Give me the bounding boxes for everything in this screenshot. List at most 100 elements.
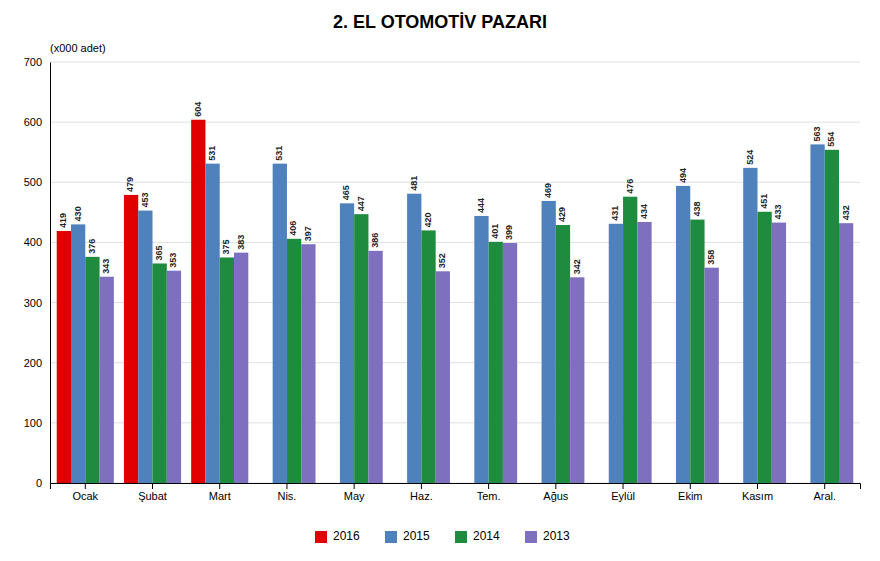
legend-swatch bbox=[525, 531, 537, 543]
bar bbox=[354, 214, 368, 483]
data-label: 444 bbox=[476, 198, 486, 213]
data-label: 554 bbox=[826, 132, 836, 147]
tick-mark bbox=[219, 483, 220, 489]
bar bbox=[71, 224, 85, 483]
bar bbox=[340, 203, 354, 483]
tick: 400 bbox=[24, 236, 50, 248]
bar bbox=[556, 225, 570, 483]
bar bbox=[810, 144, 824, 483]
data-label: 469 bbox=[543, 183, 553, 198]
bar bbox=[503, 243, 517, 483]
tick: May bbox=[344, 483, 365, 502]
legend-label: 2014 bbox=[473, 529, 500, 543]
chart: 0100200300400500600700OcakŞubatMartNis.M… bbox=[0, 0, 880, 561]
tick-mark bbox=[85, 483, 86, 489]
data-label: 406 bbox=[288, 221, 298, 236]
data-label: 353 bbox=[168, 253, 178, 268]
bar bbox=[301, 244, 315, 483]
data-label: 342 bbox=[572, 259, 582, 274]
tick-mark bbox=[623, 483, 624, 489]
data-labels: 4194796044304535315314654814444694314945… bbox=[58, 102, 850, 275]
bar bbox=[153, 263, 167, 483]
tick-label: Tem. bbox=[477, 490, 501, 502]
data-label: 433 bbox=[773, 205, 783, 220]
data-label: 479 bbox=[125, 177, 135, 192]
data-label: 397 bbox=[303, 226, 313, 241]
tick-mark bbox=[555, 483, 556, 489]
data-label: 465 bbox=[341, 185, 351, 200]
y-label: (x000 adet) bbox=[50, 42, 106, 54]
tick: 600 bbox=[24, 116, 50, 128]
tick-label: Mart bbox=[209, 490, 231, 502]
tick-label: 300 bbox=[24, 297, 42, 309]
tick-mark bbox=[421, 483, 422, 489]
data-label: 494 bbox=[678, 168, 688, 183]
tick: Şubat bbox=[138, 483, 167, 502]
tick-mark bbox=[286, 483, 287, 489]
tick: 0 bbox=[36, 477, 50, 489]
tick: Kasım bbox=[742, 483, 773, 502]
bar bbox=[273, 164, 287, 483]
legend: 2016201520142013 bbox=[315, 529, 570, 543]
tick-label: Şubat bbox=[138, 490, 167, 502]
tick: 300 bbox=[24, 297, 50, 309]
title: 2. EL OTOMOTİV PAZARI bbox=[333, 12, 547, 32]
bar bbox=[85, 257, 99, 483]
tick-label: 700 bbox=[24, 56, 42, 68]
data-label: 447 bbox=[356, 196, 366, 211]
tick-mark bbox=[354, 483, 355, 489]
data-label: 365 bbox=[154, 245, 164, 260]
tick: 500 bbox=[24, 176, 50, 188]
tick: 100 bbox=[24, 417, 50, 429]
legend-item: 2014 bbox=[455, 529, 500, 543]
tick: Aral. bbox=[813, 483, 836, 502]
axis-line bbox=[50, 63, 51, 484]
y-axis: 0 100 200 300 400 500 600 700 bbox=[24, 56, 51, 489]
data-label: 401 bbox=[490, 224, 500, 239]
bar bbox=[609, 224, 623, 483]
data-label: 438 bbox=[692, 202, 702, 217]
legend-swatch bbox=[385, 531, 397, 543]
x-axis: OcakŞubatMartNis.MayHaz.Tem.AğusEylülEki… bbox=[51, 483, 861, 502]
tick: 200 bbox=[24, 357, 50, 369]
grid-line bbox=[50, 242, 860, 243]
bar bbox=[287, 239, 301, 483]
tick-label: Ekim bbox=[678, 490, 702, 502]
data-label: 429 bbox=[557, 207, 567, 222]
bar bbox=[542, 201, 556, 483]
bar bbox=[407, 194, 421, 483]
tick-label: 500 bbox=[24, 176, 42, 188]
tick: Ağus bbox=[543, 483, 569, 502]
data-label: 453 bbox=[140, 193, 150, 208]
bar bbox=[57, 231, 71, 483]
data-label: 399 bbox=[504, 225, 514, 240]
data-label: 430 bbox=[73, 206, 83, 221]
tick: Ekim bbox=[678, 483, 702, 502]
legend-item: 2016 bbox=[315, 529, 360, 543]
tick-label: 200 bbox=[24, 357, 42, 369]
bar bbox=[138, 211, 152, 483]
tick-mark bbox=[824, 483, 825, 489]
data-label: 431 bbox=[610, 206, 620, 221]
data-label: 524 bbox=[745, 150, 755, 165]
bar bbox=[743, 168, 757, 483]
tick-label: Kasım bbox=[742, 490, 773, 502]
tick: Eylül bbox=[611, 483, 635, 502]
bar bbox=[623, 197, 637, 483]
data-label: 376 bbox=[87, 239, 97, 254]
bar bbox=[421, 230, 435, 483]
bar bbox=[705, 268, 719, 483]
bar bbox=[676, 186, 690, 483]
data-label: 419 bbox=[58, 213, 68, 228]
bar bbox=[570, 277, 584, 483]
tick-mark bbox=[690, 483, 691, 489]
data-label: 358 bbox=[706, 250, 716, 265]
legend-swatch bbox=[315, 531, 327, 543]
bar bbox=[167, 271, 181, 483]
legend-label: 2013 bbox=[543, 529, 570, 543]
data-label: 375 bbox=[221, 239, 231, 254]
tick: Tem. bbox=[477, 483, 501, 502]
data-label: 352 bbox=[437, 253, 447, 268]
tick-label: 400 bbox=[24, 236, 42, 248]
tick: Nis. bbox=[277, 483, 296, 502]
